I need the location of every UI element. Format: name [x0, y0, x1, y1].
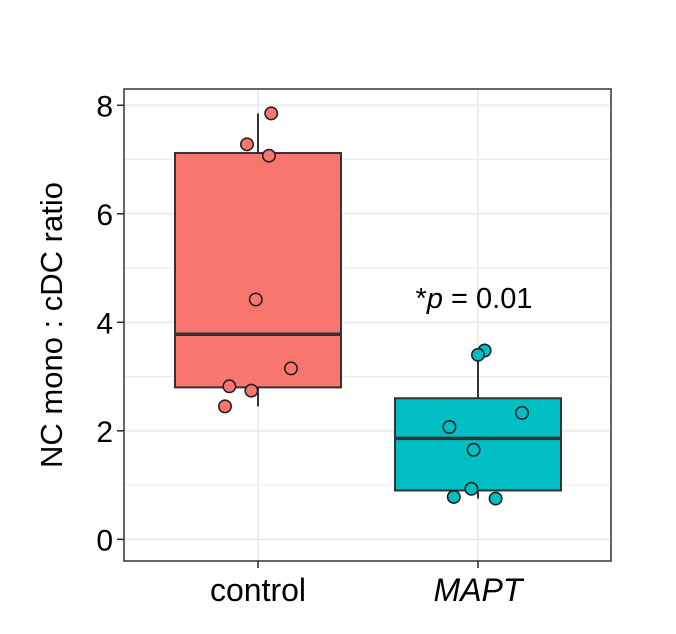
data-point-MAPT: [442, 419, 457, 434]
x-category-label-mapt: MAPT: [434, 572, 525, 608]
data-point-control: [283, 361, 298, 376]
annotation-value: = 0.01: [443, 283, 533, 315]
y-tick-label: 4: [96, 307, 113, 340]
point-layer: [218, 106, 529, 506]
data-point-MAPT: [446, 489, 461, 504]
p-value-annotation: *p = 0.01: [416, 283, 533, 315]
data-point-control: [240, 137, 255, 152]
data-point-control: [222, 379, 237, 394]
y-tick-label: 8: [96, 90, 113, 123]
data-point-control: [264, 106, 279, 121]
axis-layer: 0 2 4 6 8 control MAPT: [96, 90, 525, 608]
y-axis-title: NC mono : cDC ratio: [34, 182, 69, 468]
data-point-control: [248, 292, 263, 307]
annotation-p-symbol: p: [426, 283, 443, 315]
plot-panel-border: [123, 88, 612, 562]
y-tick-label: 0: [96, 524, 113, 557]
data-point-control: [218, 399, 233, 414]
box-control: [174, 152, 342, 389]
data-point-MAPT: [464, 481, 479, 496]
data-point-MAPT: [466, 442, 481, 457]
data-point-control: [244, 383, 259, 398]
data-point-MAPT: [470, 347, 485, 362]
x-category-label-control: control: [210, 572, 306, 608]
data-point-control: [261, 148, 276, 163]
y-tick-label: 6: [96, 199, 113, 232]
annotation-star: *: [416, 283, 427, 315]
y-tick-label: 2: [96, 416, 113, 449]
data-point-MAPT: [514, 405, 529, 420]
data-point-MAPT: [488, 491, 503, 506]
